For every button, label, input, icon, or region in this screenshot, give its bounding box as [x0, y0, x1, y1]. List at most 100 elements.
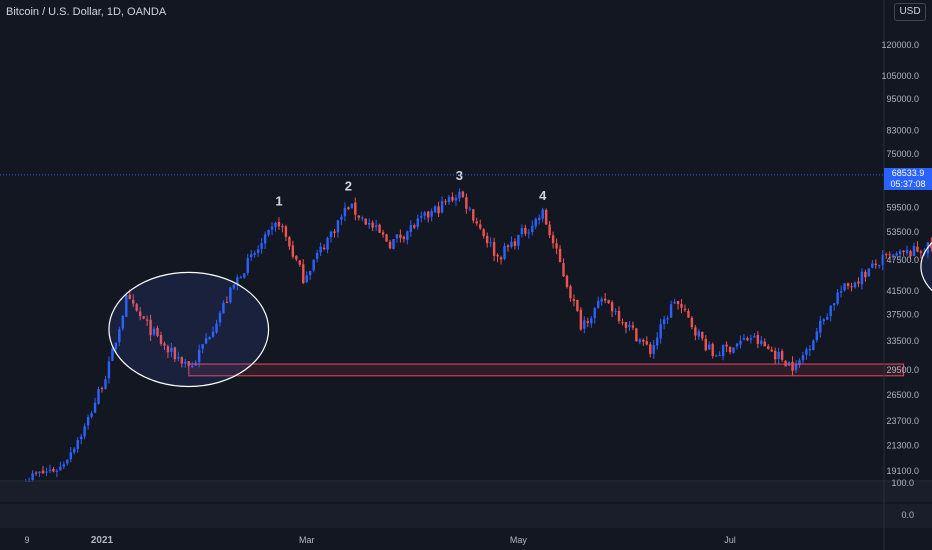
- candle-countdown: 05:37:08: [890, 179, 926, 189]
- candle-body: [66, 459, 69, 464]
- candle-body: [138, 311, 142, 317]
- candle-body: [621, 322, 624, 324]
- candle-body: [506, 245, 510, 247]
- candle-body: [860, 271, 864, 285]
- candle-body: [600, 298, 603, 302]
- candle-body: [597, 300, 600, 308]
- candle-body: [388, 241, 392, 249]
- highlight-circles: [108, 241, 932, 388]
- candle-body: [197, 349, 201, 362]
- candle-body: [479, 224, 482, 229]
- candle-body: [34, 472, 38, 474]
- candle-body: [735, 343, 739, 347]
- candle-body: [79, 436, 83, 440]
- candle-body: [742, 337, 746, 340]
- candle-body: [322, 247, 326, 250]
- candle-body: [132, 299, 135, 304]
- candle-body: [902, 250, 905, 253]
- candle-body: [371, 222, 374, 228]
- candle-body: [541, 209, 544, 219]
- candle-body: [517, 234, 520, 246]
- candle-body: [93, 402, 97, 413]
- support-zones: [188, 363, 905, 377]
- wave-label: 3: [456, 168, 463, 183]
- candle-body: [694, 327, 697, 336]
- candles: [24, 188, 932, 489]
- candle-body: [288, 237, 291, 247]
- price-tick-label: 26500.0: [886, 390, 919, 400]
- candle-body: [659, 324, 662, 339]
- candle-body: [128, 294, 131, 300]
- candle-body: [440, 201, 444, 213]
- price-tick-label: 95000.0: [886, 94, 919, 104]
- candle-body: [544, 210, 548, 225]
- candle-body: [48, 469, 52, 471]
- candle-body: [45, 471, 48, 473]
- candle-body: [711, 344, 714, 356]
- indicator-pane[interactable]: [0, 482, 932, 528]
- candle-body: [888, 254, 891, 256]
- candle-body: [218, 313, 222, 323]
- candle-body: [489, 242, 492, 244]
- highlight-circle: [108, 271, 270, 388]
- candle-body: [413, 225, 416, 228]
- candle-body: [482, 229, 485, 237]
- candle-body: [253, 253, 256, 255]
- candle-body: [399, 234, 402, 238]
- candle-body: [468, 208, 472, 210]
- candle-body: [364, 218, 367, 225]
- candle-body: [499, 257, 503, 260]
- candle-body: [551, 235, 555, 244]
- candle-body: [603, 298, 607, 301]
- candle-body: [610, 302, 614, 312]
- candle-body: [562, 263, 565, 277]
- candle-body: [669, 304, 673, 318]
- price-tick-label: 41500.0: [886, 286, 919, 296]
- candle-body: [409, 225, 413, 233]
- candle-body: [215, 323, 218, 333]
- wave-labels: 12341234: [275, 168, 547, 209]
- candle-body: [111, 348, 114, 361]
- candle-body: [361, 217, 364, 219]
- candle-body: [107, 361, 111, 379]
- candle-body: [163, 343, 166, 346]
- candle-body: [649, 344, 652, 354]
- candle-body: [159, 334, 163, 344]
- candle-body: [881, 254, 884, 265]
- price-tick-label: 75000.0: [886, 149, 919, 159]
- candle-body: [527, 232, 531, 234]
- candle-body: [558, 248, 562, 263]
- candle-body: [885, 254, 888, 256]
- candle-body: [905, 249, 909, 254]
- candle-body: [805, 349, 808, 355]
- candle-body: [718, 355, 721, 357]
- candle-body: [315, 252, 319, 259]
- time-tick-label: Jul: [724, 535, 736, 545]
- candle-body: [295, 255, 298, 260]
- candle-body: [843, 283, 846, 291]
- candle-body: [38, 471, 41, 474]
- candle-body: [607, 300, 610, 304]
- candle-body: [367, 223, 371, 225]
- currency-button[interactable]: USD: [894, 3, 926, 21]
- last-price-tag: 68533.9 05:37:08: [884, 168, 932, 190]
- candle-body: [656, 337, 659, 346]
- candle-body: [100, 387, 104, 389]
- indicator-tick-label: 100.0: [891, 478, 914, 488]
- candle-body: [826, 317, 829, 320]
- indicator-axis: 100.0 0.0: [891, 478, 914, 520]
- candle-body: [173, 347, 177, 360]
- candle-body: [378, 224, 381, 233]
- candle-body: [919, 251, 923, 253]
- candle-body: [749, 338, 753, 340]
- price-tick-label: 21300.0: [886, 441, 919, 451]
- candle-body: [895, 253, 898, 256]
- candle-body: [90, 413, 93, 417]
- candle-body: [225, 302, 229, 304]
- candle-body: [784, 360, 787, 367]
- candle-body: [794, 364, 798, 370]
- candle-body: [461, 191, 465, 197]
- candle-body: [773, 350, 777, 360]
- candle-body: [55, 470, 59, 472]
